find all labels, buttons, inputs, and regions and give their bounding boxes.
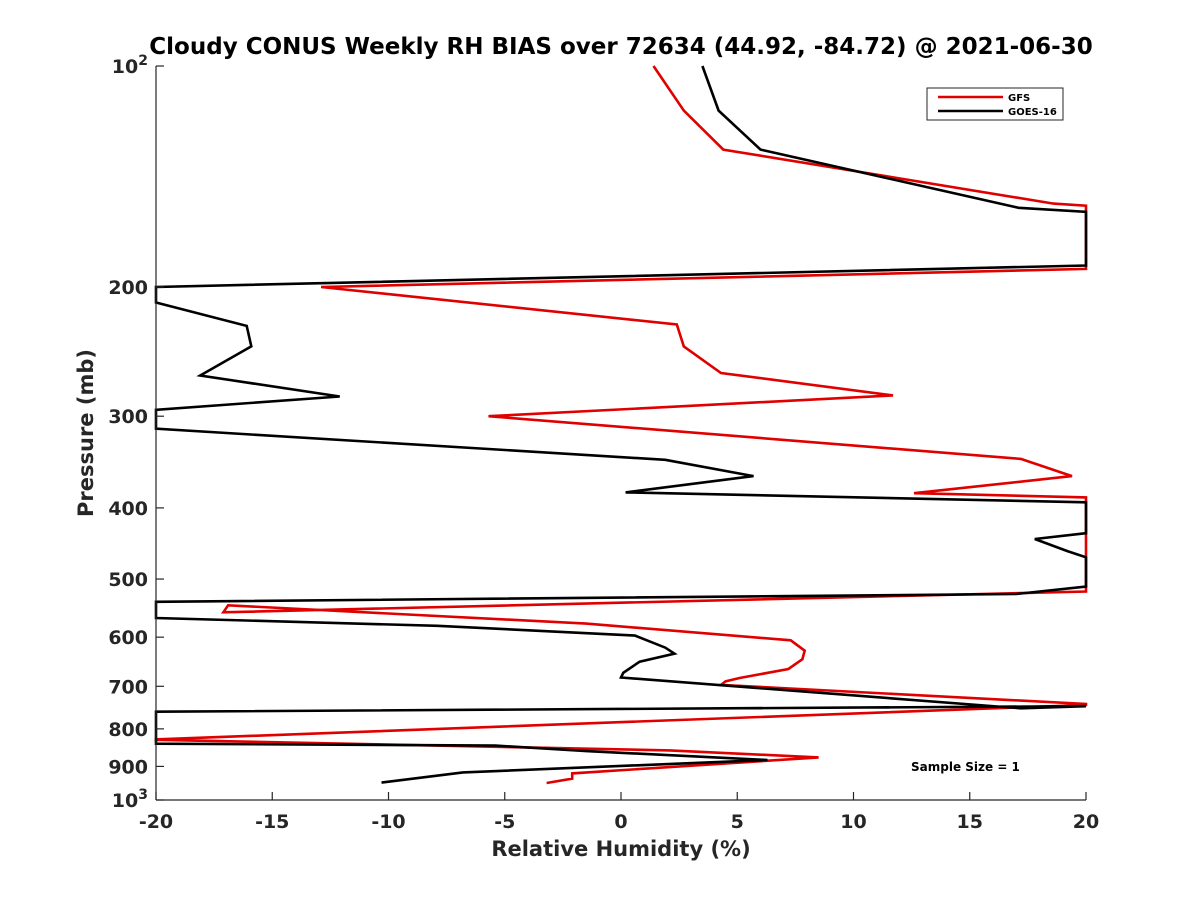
legend: GFS GOES-16 [926,87,1064,121]
x-tick-label: 15 [957,811,983,833]
x-tick-label: 5 [731,811,744,833]
x-axis-ticks: -20 -15 -10 -5 0 5 10 15 20 [139,792,1099,833]
plot-area [156,66,1086,800]
sample-size-annotation: Sample Size = 1 [911,760,1020,774]
y-tick-label: 200 [108,277,148,299]
y-tick-label: 400 [108,498,148,520]
legend-label-goes16: GOES-16 [1008,107,1057,118]
x-axis-label: Relative Humidity (%) [491,837,750,861]
x-tick-label: -5 [494,811,515,833]
x-tick-label: 20 [1073,811,1099,833]
y-tick-label-exponent: 3 [138,787,148,803]
y-tick-label: 600 [108,627,148,649]
x-tick-label: 0 [614,811,627,833]
y-axis-label: Pressure (mb) [74,349,98,517]
y-tick-label: 300 [108,406,148,428]
y-tick-label-exponent: 2 [138,53,148,69]
x-tick-label: -20 [139,811,173,833]
legend-box [926,87,1064,121]
x-tick-label: 10 [840,811,866,833]
y-tick-label: 700 [108,676,148,698]
y-tick-label: 500 [108,569,148,591]
y-tick-label: 103 [112,787,148,812]
chart-title: Cloudy CONUS Weekly RH BIAS over 72634 (… [149,34,1092,60]
y-tick-label-base: 10 [112,56,138,78]
x-tick-label: -10 [371,811,405,833]
x-tick-label: -15 [255,811,289,833]
y-tick-label-base: 10 [112,790,138,812]
y-tick-label: 900 [108,756,148,778]
y-tick-label: 800 [108,719,148,741]
legend-label-gfs: GFS [1008,93,1030,104]
y-tick-label: 102 [112,53,148,78]
